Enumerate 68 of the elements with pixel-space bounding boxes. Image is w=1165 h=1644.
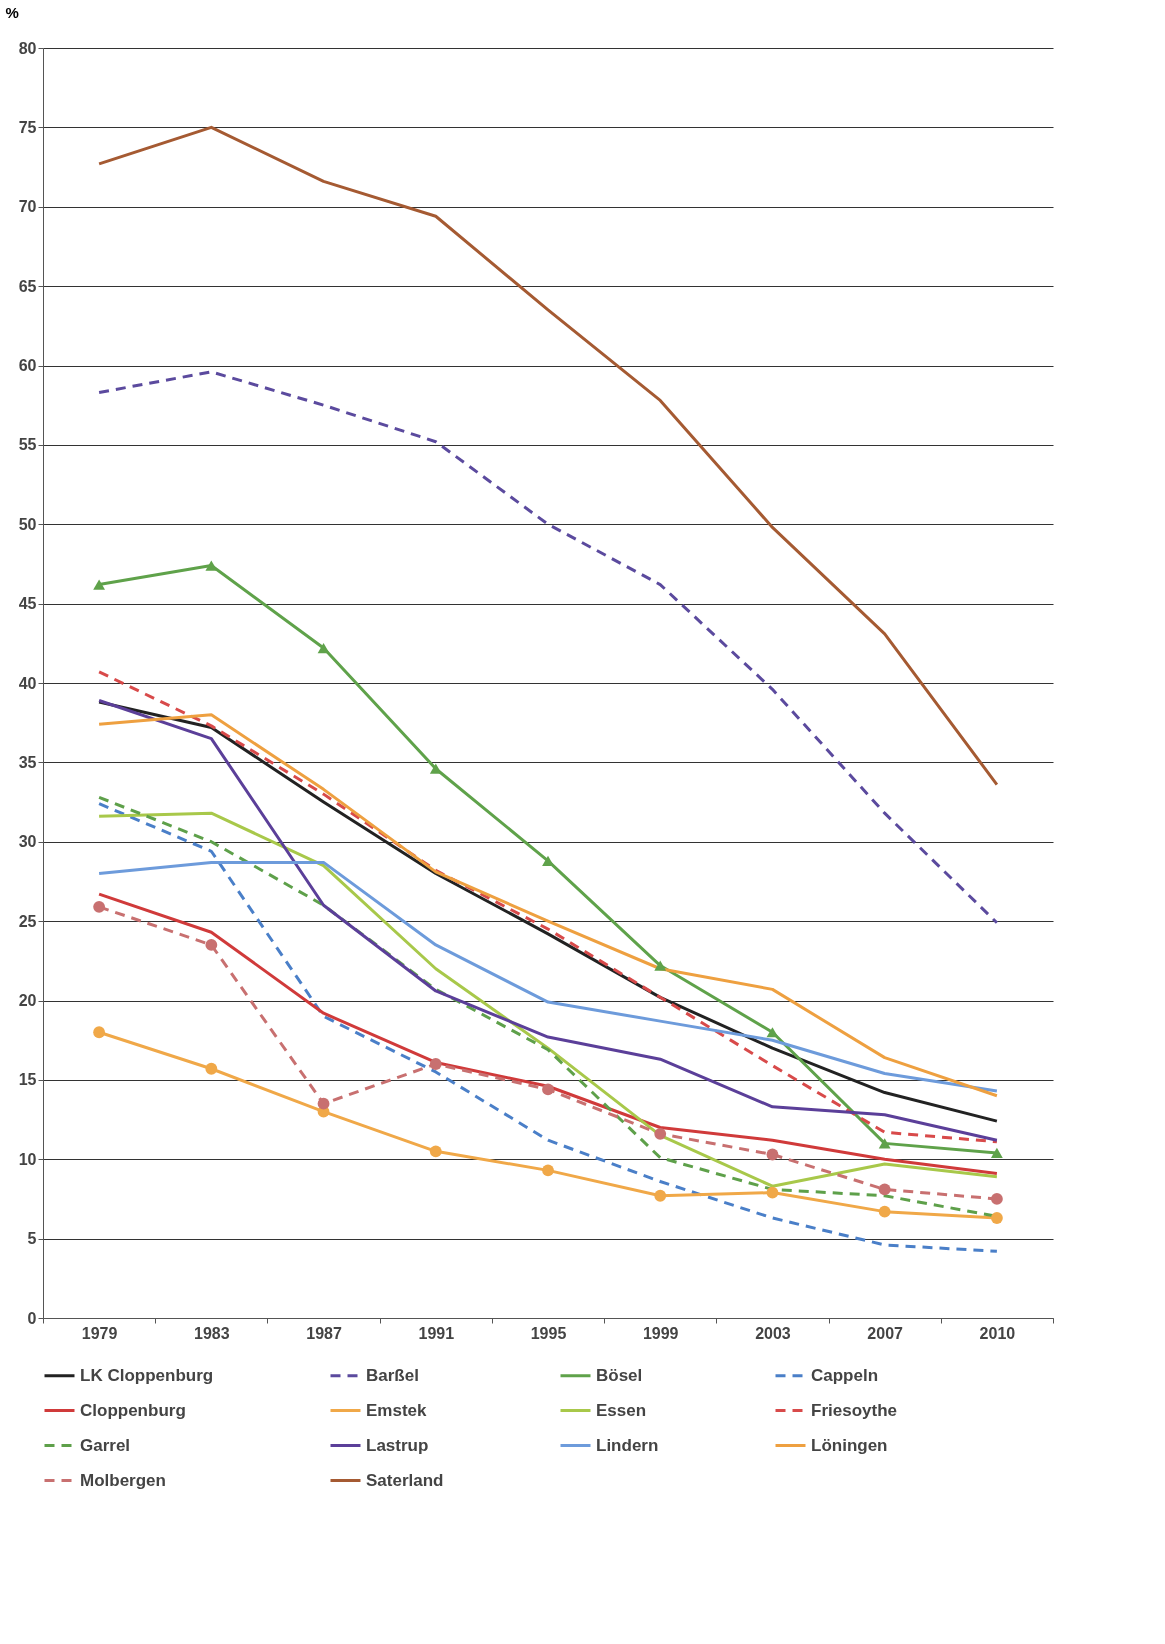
y-tick-label: 5 bbox=[27, 1230, 37, 1248]
legend-label: Cappeln bbox=[811, 1365, 879, 1385]
y-tick-label: 70 bbox=[18, 198, 37, 216]
legend-label: Saterland bbox=[366, 1470, 444, 1490]
legend-label: Garrel bbox=[80, 1435, 131, 1455]
point bbox=[93, 1026, 106, 1039]
x-tick-label: 1987 bbox=[306, 1324, 342, 1342]
point bbox=[317, 1097, 330, 1110]
x-tick-label: 1983 bbox=[194, 1324, 230, 1342]
legend-label: Molbergen bbox=[80, 1470, 166, 1490]
legend-label: Barßel bbox=[366, 1365, 419, 1385]
point bbox=[990, 1147, 1003, 1159]
legend-label: LK Cloppenburg bbox=[80, 1365, 214, 1385]
y-tick-label: 10 bbox=[18, 1150, 37, 1168]
x-tick-label: 2007 bbox=[867, 1324, 904, 1342]
y-tick-label: 55 bbox=[18, 436, 37, 454]
legend-label: Friesoythe bbox=[811, 1400, 897, 1420]
y-tick-label: 25 bbox=[18, 912, 37, 930]
line-series bbox=[97, 125, 999, 787]
point bbox=[654, 1127, 667, 1140]
x-tick-label: 2003 bbox=[755, 1324, 791, 1342]
point bbox=[205, 939, 218, 951]
point bbox=[542, 1083, 554, 1096]
y-tick-label: 50 bbox=[18, 515, 37, 533]
point bbox=[205, 1062, 218, 1075]
y-tick-label: 40 bbox=[18, 674, 37, 692]
y-tick-label: 65 bbox=[18, 277, 37, 295]
y-tick-label: 35 bbox=[18, 753, 37, 771]
y-tick-label: 0 bbox=[27, 1309, 37, 1327]
point bbox=[93, 579, 106, 590]
y-tick-label: 20 bbox=[18, 992, 37, 1009]
point bbox=[990, 1193, 1003, 1205]
point bbox=[429, 1145, 442, 1158]
point bbox=[878, 1205, 891, 1218]
point bbox=[542, 855, 554, 866]
y-tick-label: 75 bbox=[18, 118, 37, 136]
point bbox=[766, 1148, 779, 1161]
legend-label: Cloppenburg bbox=[80, 1400, 186, 1420]
y-tick-label: 45 bbox=[18, 595, 37, 613]
legend-label: Löningen bbox=[811, 1435, 888, 1455]
point bbox=[878, 1138, 891, 1149]
x-tick-label: 1991 bbox=[418, 1324, 455, 1342]
legend-label: Lindern bbox=[596, 1435, 659, 1455]
x-tick-label: 1995 bbox=[530, 1324, 567, 1342]
line-series bbox=[97, 860, 999, 1093]
legend-label: Bösel bbox=[596, 1365, 643, 1385]
point bbox=[429, 1058, 442, 1070]
point bbox=[542, 1164, 554, 1177]
line-series bbox=[97, 370, 999, 925]
y-tick-label: 30 bbox=[18, 833, 37, 851]
point bbox=[93, 900, 106, 913]
point bbox=[766, 1186, 779, 1199]
x-tick-label: 2010 bbox=[979, 1324, 1016, 1342]
point bbox=[654, 1189, 667, 1202]
legend-label: Lastrup bbox=[366, 1435, 429, 1455]
legend-label: Essen bbox=[596, 1400, 647, 1420]
x-tick-label: 1999 bbox=[642, 1324, 679, 1342]
point bbox=[654, 960, 667, 971]
y-axis-title: % bbox=[5, 3, 19, 21]
point bbox=[317, 642, 330, 654]
y-tick-label: 60 bbox=[18, 357, 37, 374]
point bbox=[766, 1027, 779, 1038]
y-tick-label: 80 bbox=[18, 39, 37, 57]
point bbox=[878, 1183, 891, 1196]
x-tick-label: 1979 bbox=[81, 1324, 118, 1342]
y-tick-label: 15 bbox=[18, 1071, 37, 1089]
legend-label: Emstek bbox=[366, 1400, 428, 1420]
point bbox=[990, 1212, 1003, 1224]
